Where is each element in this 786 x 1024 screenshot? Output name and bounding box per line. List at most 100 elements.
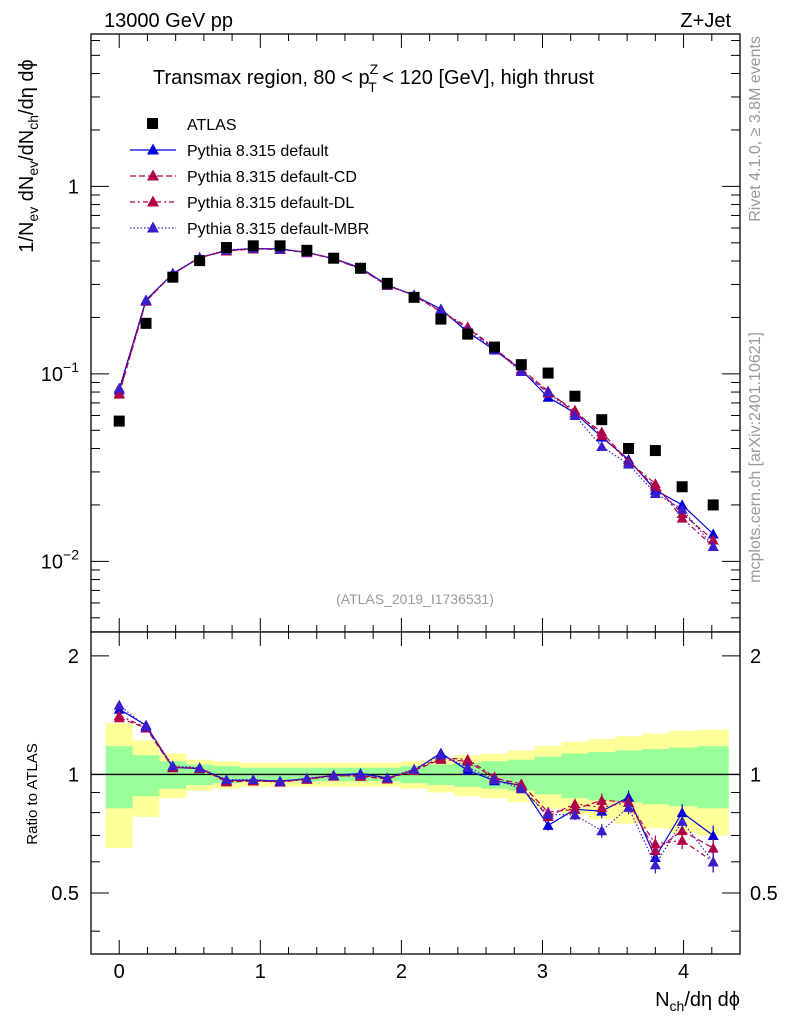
x-tick-label: 0 [114, 961, 125, 983]
header-right: Z+Jet [680, 10, 731, 32]
series-point-2 [649, 478, 661, 489]
data-point [381, 277, 393, 289]
main-y-axis-label: 1/Nev dNev/dNch/dη dϕ [16, 59, 41, 252]
legend-label-default-dl: Pythia 8.315 default-DL [187, 195, 354, 212]
x-tick-label: 3 [537, 961, 548, 983]
ratio-point-3 [354, 768, 366, 779]
data-point [167, 271, 179, 283]
ratio-point-3 [381, 772, 393, 783]
legend-marker-default-mbr [147, 221, 159, 233]
data-point [676, 481, 688, 493]
ratio-point-3 [623, 801, 635, 812]
data-point [328, 252, 340, 264]
ratio-point-3 [328, 769, 340, 780]
data-point [194, 255, 206, 267]
ratio-point-3 [569, 809, 581, 820]
series-point-2 [596, 429, 608, 440]
series-point-3 [596, 440, 608, 451]
data-point [623, 442, 635, 454]
ratio-point-3 [140, 721, 152, 732]
ratio-point-2 [462, 753, 474, 764]
data-point [707, 499, 719, 511]
x-tick-label: 1 [255, 961, 266, 983]
series-point-0 [707, 528, 719, 539]
ratio-y-tick-label: 1 [68, 764, 79, 786]
data-point [435, 313, 447, 325]
x-tick-label: 4 [678, 961, 689, 983]
data-point [301, 244, 313, 256]
series-point-2 [569, 404, 581, 415]
data-point [649, 445, 661, 457]
legend-marker-default-dl [147, 195, 159, 207]
series-point-3 [649, 488, 661, 499]
data-point [247, 240, 259, 252]
ratio-y-axis-label: Ratio to ATLAS [24, 743, 41, 844]
data-point [354, 262, 366, 274]
legend-marker-default [147, 143, 159, 155]
ratio-band-inner [105, 746, 729, 809]
ratio-y-tick-label-right: 2 [750, 646, 761, 668]
series-point-3 [676, 503, 688, 514]
legend-label-default-mbr: Pythia 8.315 default-MBR [187, 221, 369, 238]
ratio-point-3 [515, 783, 527, 794]
header-left: 13000 GeV pp [104, 10, 233, 32]
y-tick-label: 10−1 [41, 359, 79, 386]
ratio-point-2 [676, 834, 688, 845]
ratio-line-1 [118, 717, 714, 852]
ratio-y-tick-label-right: 1 [750, 764, 761, 786]
series-point-3 [515, 365, 527, 376]
legend-label-default: Pythia 8.315 default [187, 143, 329, 160]
data-point [462, 328, 474, 340]
analysis-watermark: (ATLAS_2019_I1736531) [336, 591, 494, 607]
data-point [408, 291, 420, 303]
data-point [220, 242, 232, 254]
data-point [489, 341, 501, 353]
series-point-3 [542, 386, 554, 397]
ratio-point-1 [707, 842, 719, 853]
series-point-2 [676, 512, 688, 523]
ratio-point-3 [167, 760, 179, 771]
ratio-point-2 [113, 710, 125, 721]
ratio-point-3 [489, 773, 501, 784]
ratio-point-3 [301, 772, 313, 783]
ratio-point-0 [542, 819, 554, 830]
data-point [515, 359, 527, 371]
legend-marker-default-cd [147, 169, 159, 181]
rivet-label: Rivet 4.1.0, ≥ 3.8M events [747, 36, 764, 222]
plot-title: Transmax region, 80 < pZ T < 120 [GeV], h… [153, 61, 595, 95]
ratio-point-3 [274, 775, 286, 786]
series-point-3 [569, 409, 581, 420]
data-point [542, 367, 554, 379]
ratio-point-3 [649, 859, 661, 870]
ratio-y-tick-label-right: 0.5 [750, 883, 778, 905]
ratio-plot-panel: 0 1 2 3 4 2 2 1 1 0.5 0.5 Ratio to ATLAS [24, 631, 778, 983]
legend-marker-atlas [147, 118, 158, 129]
data-point [274, 240, 286, 252]
series-point-1 [707, 534, 719, 545]
y-tick-label: 1 [68, 176, 79, 198]
series-point-3 [435, 304, 447, 315]
y-tick-label: 10−2 [41, 546, 79, 573]
legend: ATLAS Pythia 8.315 default Pythia 8.315 … [130, 117, 369, 238]
ratio-point-3 [676, 815, 688, 826]
ratio-point-3 [542, 808, 554, 819]
ratio-point-2 [596, 801, 608, 812]
ratio-y-tick-label: 0.5 [51, 883, 79, 905]
ratio-point-3 [113, 699, 125, 710]
ratio-point-0 [707, 829, 719, 840]
series-point-3 [707, 541, 719, 552]
ratio-point-3 [707, 856, 719, 867]
data-point [569, 390, 581, 402]
data-point [140, 317, 152, 329]
legend-label-atlas: ATLAS [187, 117, 237, 134]
legend-label-default-cd: Pythia 8.315 default-CD [187, 169, 357, 186]
ratio-y-tick-label: 2 [68, 646, 79, 668]
main-plot-panel: 1 10−1 10−2 Transmax region, 80 < pZ T < 12… [16, 33, 741, 633]
series-point-3 [623, 458, 635, 469]
ratio-point-0 [676, 807, 688, 818]
series-point-3 [113, 382, 125, 393]
series-point-3 [140, 295, 152, 306]
ratio-point-2 [569, 798, 581, 809]
data-point [596, 414, 608, 426]
